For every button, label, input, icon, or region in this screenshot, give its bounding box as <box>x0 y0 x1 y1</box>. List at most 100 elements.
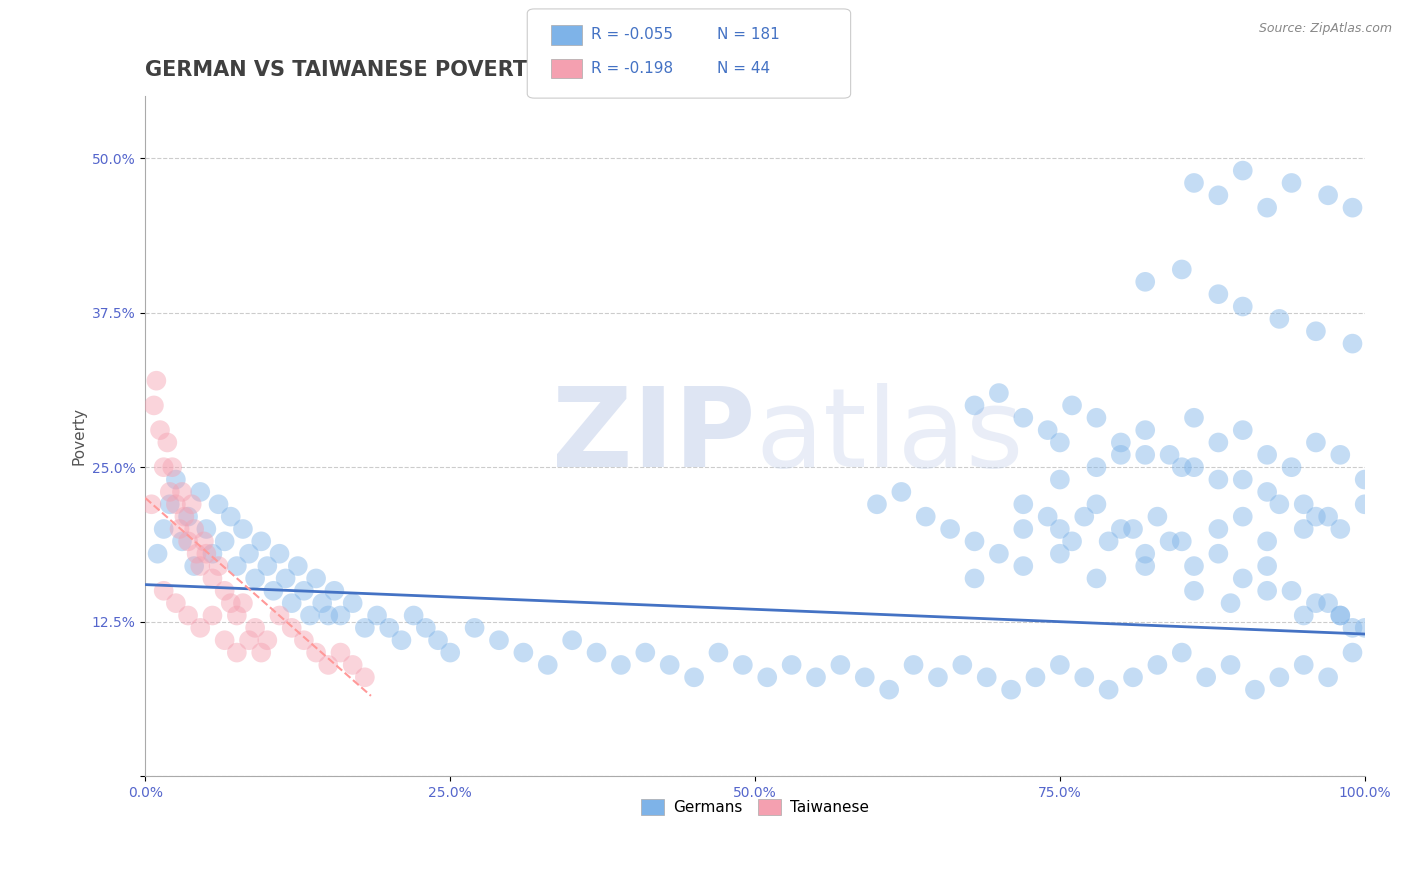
Point <box>1244 682 1267 697</box>
Point <box>1232 571 1254 585</box>
Point <box>287 559 309 574</box>
Point <box>1135 275 1157 289</box>
Point <box>1292 657 1315 672</box>
Point <box>1182 559 1205 574</box>
Point <box>201 608 224 623</box>
Point <box>256 559 278 574</box>
Point <box>402 608 425 623</box>
Point <box>1305 596 1327 610</box>
Point <box>165 497 187 511</box>
Point <box>159 497 181 511</box>
Point <box>378 621 401 635</box>
Point <box>585 646 607 660</box>
Point <box>1073 509 1095 524</box>
Point <box>488 633 510 648</box>
Point <box>1060 534 1083 549</box>
Point <box>1232 473 1254 487</box>
Point <box>292 583 315 598</box>
Point <box>354 670 377 684</box>
Point <box>1171 262 1194 277</box>
Point <box>1182 460 1205 475</box>
Point <box>1171 460 1194 475</box>
Point <box>610 657 633 672</box>
Point <box>250 646 273 660</box>
Point <box>1305 435 1327 450</box>
Point <box>1049 522 1071 536</box>
Point <box>1232 509 1254 524</box>
Point <box>427 633 450 648</box>
Point <box>1024 670 1046 684</box>
Point <box>269 547 291 561</box>
Text: atlas: atlas <box>755 383 1024 490</box>
Point <box>323 583 346 598</box>
Point <box>180 497 202 511</box>
Point <box>756 670 779 684</box>
Point <box>1146 509 1168 524</box>
Point <box>939 522 962 536</box>
Text: N = 44: N = 44 <box>717 62 770 76</box>
Point <box>634 646 657 660</box>
Point <box>232 596 254 610</box>
Point <box>183 522 205 536</box>
Point <box>274 571 297 585</box>
Point <box>1049 547 1071 561</box>
Point <box>1135 559 1157 574</box>
Point <box>214 633 236 648</box>
Point <box>1329 608 1351 623</box>
Point <box>1219 657 1241 672</box>
Point <box>201 547 224 561</box>
Point <box>1085 571 1108 585</box>
Point <box>1012 410 1035 425</box>
Point <box>207 559 229 574</box>
Point <box>1085 460 1108 475</box>
Point <box>1317 596 1340 610</box>
Point <box>683 670 706 684</box>
Point <box>1109 448 1132 462</box>
Point <box>1268 312 1291 326</box>
Point <box>1085 497 1108 511</box>
Point <box>1292 497 1315 511</box>
Point <box>1268 497 1291 511</box>
Point <box>1292 608 1315 623</box>
Point <box>1268 670 1291 684</box>
Point <box>214 534 236 549</box>
Point <box>1232 163 1254 178</box>
Point <box>1085 410 1108 425</box>
Point <box>987 386 1010 401</box>
Point <box>177 608 200 623</box>
Point <box>159 484 181 499</box>
Point <box>170 534 193 549</box>
Point <box>305 646 328 660</box>
Text: N = 181: N = 181 <box>717 28 780 42</box>
Point <box>1208 473 1230 487</box>
Point <box>830 657 852 672</box>
Point <box>976 670 998 684</box>
Text: ZIP: ZIP <box>551 383 755 490</box>
Point <box>1036 423 1059 437</box>
Point <box>1305 509 1327 524</box>
Point <box>877 682 900 697</box>
Point <box>165 473 187 487</box>
Point <box>1012 497 1035 511</box>
Point <box>329 646 352 660</box>
Point <box>188 559 211 574</box>
Text: R = -0.198: R = -0.198 <box>591 62 672 76</box>
Point <box>963 571 986 585</box>
Point <box>1135 448 1157 462</box>
Point <box>1341 621 1364 635</box>
Point <box>1341 646 1364 660</box>
Point <box>1317 188 1340 202</box>
Point <box>165 596 187 610</box>
Point <box>1109 435 1132 450</box>
Point <box>193 534 215 549</box>
Point <box>145 374 167 388</box>
Point <box>1049 435 1071 450</box>
Point <box>177 534 200 549</box>
Point <box>311 596 333 610</box>
Point <box>1171 646 1194 660</box>
Point <box>1012 522 1035 536</box>
Text: Source: ZipAtlas.com: Source: ZipAtlas.com <box>1258 22 1392 36</box>
Point <box>1060 398 1083 412</box>
Point <box>225 646 247 660</box>
Point <box>183 559 205 574</box>
